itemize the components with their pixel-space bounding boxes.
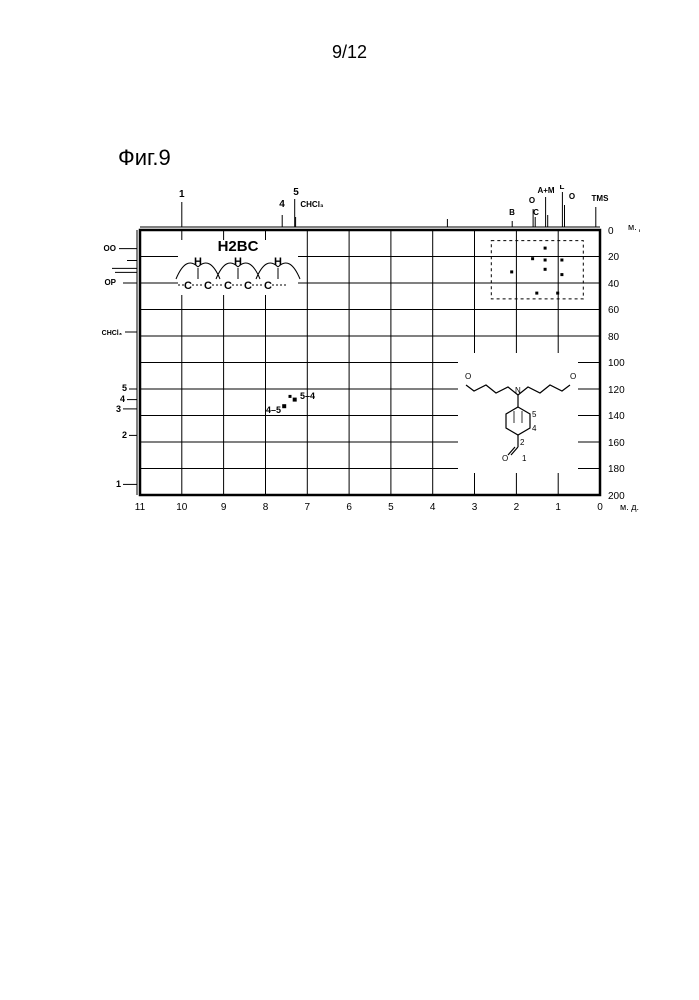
svg-text:H: H (234, 256, 242, 268)
svg-text:O: O (570, 372, 576, 381)
svg-text:H: H (274, 256, 282, 268)
svg-text:2: 2 (122, 430, 127, 440)
svg-text:6: 6 (346, 502, 352, 513)
svg-text:40: 40 (608, 279, 620, 290)
svg-text:4: 4 (279, 199, 285, 210)
page-number: 9/12 (0, 42, 699, 63)
svg-text:7: 7 (305, 502, 311, 513)
svg-text:5: 5 (122, 383, 127, 393)
svg-text:O: O (529, 196, 535, 205)
svg-text:O: O (465, 372, 471, 381)
coupling-diagram: H2BC HHH CC CCC (176, 238, 300, 295)
svg-text:0: 0 (608, 226, 614, 237)
svg-text:1: 1 (555, 502, 561, 513)
svg-text:OP: OP (104, 278, 116, 287)
zoom-box (491, 241, 583, 299)
svg-text:10: 10 (176, 502, 188, 513)
figure-label: Фиг.9 (118, 145, 171, 171)
svg-text:OO: OO (104, 244, 116, 253)
left-1d-spectrum (112, 230, 137, 495)
svg-text:180: 180 (608, 464, 625, 475)
svg-text:L: L (560, 185, 565, 191)
svg-text:O: O (502, 454, 508, 463)
svg-text:CHCl₃: CHCl₃ (300, 200, 324, 209)
y-ticks: 0 20 40 60 80 100 120 140 160 180 200 (608, 226, 625, 502)
svg-text:140: 140 (608, 411, 625, 422)
svg-text:CHCl₃: CHCl₃ (102, 330, 122, 337)
axis-unit-y: м. д. (628, 222, 640, 232)
svg-text:0: 0 (597, 502, 603, 513)
svg-text:11: 11 (135, 502, 146, 513)
svg-text:H2BC: H2BC (218, 238, 259, 255)
svg-text:120: 120 (608, 385, 625, 396)
molecule-inset: O O N 5 4 2 O 1 (458, 353, 578, 473)
svg-text:3: 3 (116, 404, 121, 414)
svg-text:O: O (569, 192, 575, 201)
top-1d-labels: 1 4 5 CHCl₃ B O C A+M L O ТМS (179, 185, 609, 217)
svg-text:4–5: 4–5 (266, 405, 281, 415)
svg-text:200: 200 (608, 491, 625, 502)
svg-text:B: B (509, 208, 515, 217)
svg-text:1: 1 (522, 454, 527, 463)
svg-text:C: C (264, 280, 272, 292)
svg-text:4: 4 (532, 424, 537, 433)
svg-text:N: N (515, 386, 521, 395)
svg-text:H: H (194, 256, 202, 268)
svg-text:5: 5 (388, 502, 394, 513)
axis-unit-x: м. д. (620, 502, 639, 512)
svg-text:4: 4 (120, 394, 125, 404)
nmr-2d-plot: 1110 98 76 54 32 10 020 4060 80100 12014… (60, 185, 640, 545)
svg-text:3: 3 (472, 502, 478, 513)
svg-text:1: 1 (116, 479, 121, 489)
svg-text:2: 2 (520, 438, 525, 447)
svg-text:1: 1 (179, 189, 185, 200)
left-1d-labels: OO OP CHCl₃ 5 4 3 2 1 (102, 244, 127, 489)
svg-text:80: 80 (608, 332, 620, 343)
svg-text:5: 5 (532, 410, 537, 419)
svg-text:C: C (533, 208, 539, 217)
svg-text:5–4: 5–4 (300, 391, 315, 401)
svg-text:9: 9 (221, 502, 227, 513)
svg-text:160: 160 (608, 438, 625, 449)
svg-text:ТМS: ТМS (592, 194, 610, 203)
svg-text:8: 8 (263, 502, 269, 513)
svg-text:100: 100 (608, 358, 625, 369)
x-ticks: 1110 98 76 54 32 10 (135, 502, 603, 513)
svg-text:C: C (204, 280, 212, 292)
svg-text:60: 60 (608, 305, 620, 316)
svg-text:C: C (184, 280, 192, 292)
svg-text:2: 2 (514, 502, 520, 513)
svg-text:C: C (224, 280, 232, 292)
svg-text:20: 20 (608, 252, 620, 263)
svg-text:4: 4 (430, 502, 436, 513)
svg-text:A+M: A+M (537, 186, 554, 195)
svg-text:5: 5 (293, 187, 299, 198)
svg-text:C: C (244, 280, 252, 292)
